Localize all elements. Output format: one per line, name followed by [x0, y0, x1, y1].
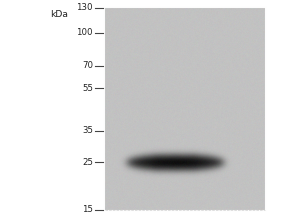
Text: 100: 100 — [76, 28, 93, 37]
Text: 25: 25 — [82, 158, 93, 167]
Text: 35: 35 — [82, 126, 93, 135]
Text: 15: 15 — [82, 205, 93, 215]
Text: 130: 130 — [76, 4, 93, 13]
Text: 70: 70 — [82, 61, 93, 70]
Text: kDa: kDa — [50, 10, 68, 19]
Text: 55: 55 — [82, 84, 93, 93]
